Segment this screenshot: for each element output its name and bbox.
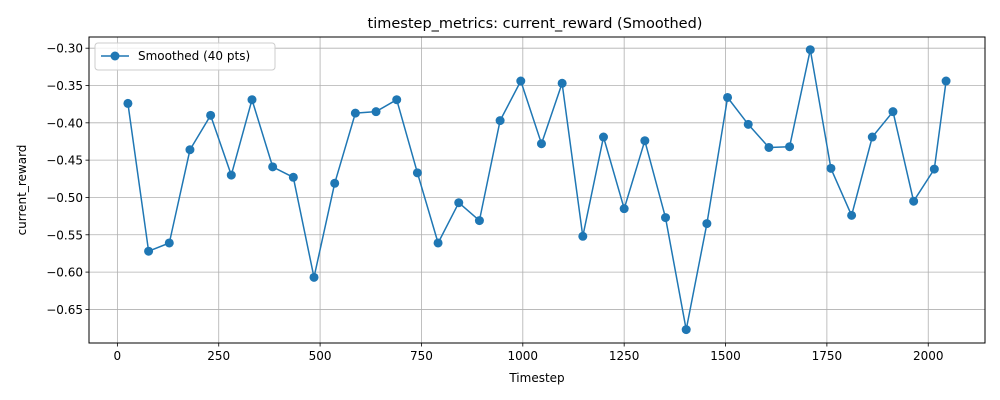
data-point [805,45,815,55]
data-point [330,178,340,188]
x-tick-label: 750 [410,349,433,363]
data-point [495,116,505,126]
data-point [743,119,753,129]
y-tick-label: −0.30 [46,42,83,56]
x-axis-title: Timestep [508,371,564,385]
data-point [867,132,877,142]
data-point [785,142,795,152]
x-tick-label: 1000 [508,349,539,363]
data-point [516,76,526,86]
y-tick-label: −0.60 [46,266,83,280]
data-point [619,204,629,214]
series-layer [123,45,951,335]
data-point [454,198,464,208]
data-point [847,210,857,220]
x-tick-label: 500 [309,349,332,363]
legend: Smoothed (40 pts) [94,42,276,71]
data-point [536,139,546,149]
data-point [392,95,402,105]
legend-marker-swatch [110,51,120,61]
data-point [826,163,836,173]
x-tick-label: 250 [207,349,230,363]
data-point [640,136,650,146]
data-point [474,216,484,226]
y-tick-label: −0.65 [46,303,83,317]
y-axis-title: current_reward [15,145,29,236]
data-point [371,107,381,117]
data-point [598,132,608,142]
data-point [288,172,298,182]
data-point [702,219,712,229]
data-point [681,325,691,335]
x-tick-label: 2000 [913,349,944,363]
data-point [144,246,154,256]
data-point [723,92,733,102]
data-point [226,170,236,180]
data-point [350,108,360,118]
y-tick-label: −0.50 [46,191,83,205]
data-point [929,164,939,174]
data-point [578,231,588,241]
legend-label: Smoothed (40 pts) [138,49,250,63]
y-tick-label: −0.55 [46,228,83,242]
data-point [909,196,919,206]
x-tick-label: 0 [114,349,122,363]
ticks: 0 250 500 750 1000 1250 1500 1750 2000 −0.65 −0.60… [46,42,943,363]
data-point [433,238,443,248]
x-tick-label: 1750 [812,349,843,363]
data-point [268,162,278,172]
y-tick-label: −0.40 [46,116,83,130]
data-point [661,213,671,223]
x-tick-label: 1500 [710,349,741,363]
chart-title: timestep_metrics: current_reward (Smooth… [368,16,703,32]
data-point [164,238,174,248]
data-point [764,142,774,152]
data-point [185,145,195,155]
data-point [888,107,898,117]
data-point [247,95,257,105]
grid [89,37,985,343]
data-point [206,110,216,120]
data-point [941,76,951,86]
y-tick-label: −0.45 [46,154,83,168]
data-point [557,78,567,88]
data-point [412,168,422,178]
plot-frame [88,36,986,344]
legend-box [94,42,276,71]
x-tick-label: 1250 [609,349,640,363]
data-point [123,98,133,108]
data-point [309,272,319,282]
y-tick-label: −0.35 [46,79,83,93]
